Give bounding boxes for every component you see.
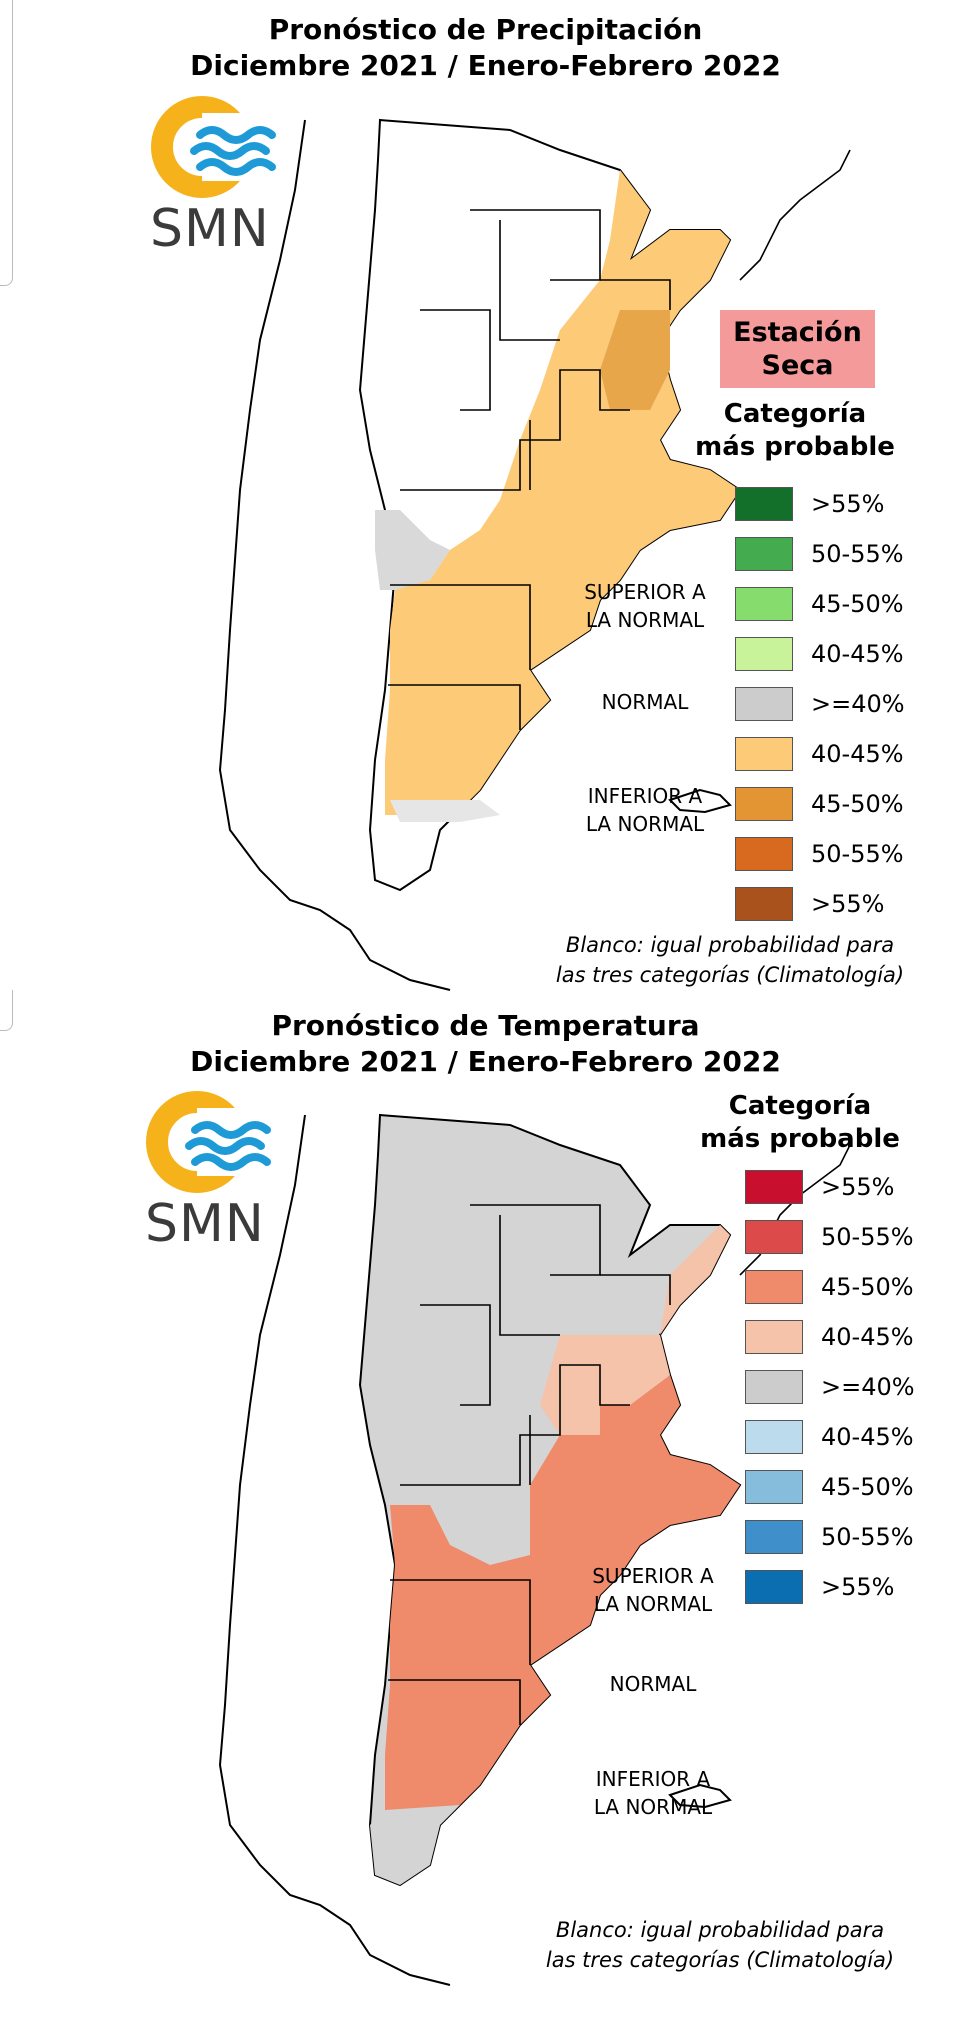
legend-item: 45-50% xyxy=(735,587,955,621)
chile-outline xyxy=(218,119,451,991)
legend-label: 45-50% xyxy=(821,1473,914,1501)
legend-item: >55% xyxy=(735,887,955,921)
precip-footnote-line2: las tres categorías (Climatología) xyxy=(555,963,905,987)
legend-swatch xyxy=(745,1220,803,1254)
legend-label: 40-45% xyxy=(821,1423,914,1451)
legend-swatch xyxy=(735,687,793,721)
legend-swatch xyxy=(745,1570,803,1604)
edge-mark-middle xyxy=(0,990,13,1031)
precipitation-panel: Pronóstico de Precipitación Diciembre 20… xyxy=(0,0,971,1000)
legend-swatch xyxy=(745,1520,803,1554)
legend-label: 45-50% xyxy=(811,790,904,818)
legend-swatch xyxy=(735,787,793,821)
legend-swatch xyxy=(735,487,793,521)
precip-legend: >55% 50-55% 45-50% 40-45% >=40% 40-45% 4… xyxy=(735,487,955,927)
temp-footnote-line1: Blanco: igual probabilidad para xyxy=(555,1918,885,1942)
legend-item: >=40% xyxy=(735,687,955,721)
legend-label: 40-45% xyxy=(811,740,904,768)
malvinas-islands xyxy=(668,788,732,814)
edge-mark-top xyxy=(0,0,13,286)
temp-legend-title: Categoría más probable xyxy=(700,1091,900,1154)
legend-label: 50-55% xyxy=(821,1223,914,1251)
legend-item: 50-55% xyxy=(745,1520,965,1554)
legend-item: 40-45% xyxy=(745,1420,965,1454)
temp-title-line1: Pronóstico de Temperatura xyxy=(271,1009,700,1042)
legend-swatch xyxy=(735,637,793,671)
legend-swatch xyxy=(745,1270,803,1304)
legend-item: 40-45% xyxy=(745,1320,965,1354)
precip-group-lower: INFERIOR A LA NORMAL xyxy=(585,784,705,836)
precip-footnote-line1: Blanco: igual probabilidad para xyxy=(565,933,895,957)
legend-item: 40-45% xyxy=(735,637,955,671)
precip-forecast-map xyxy=(218,118,851,991)
legend-swatch xyxy=(745,1470,803,1504)
temp-legend: >55% 50-55% 45-50% 40-45% >=40% 40-45% 4… xyxy=(745,1170,965,1610)
temperature-panel: Pronóstico de Temperatura Diciembre 2021… xyxy=(0,1000,971,2036)
temp-group-lower: INFERIOR A LA NORMAL xyxy=(593,1767,713,1819)
legend-label: >55% xyxy=(821,1173,895,1201)
temp-title-line2: Diciembre 2021 / Enero-Febrero 2022 xyxy=(190,1045,781,1078)
smn-logo-text: SMN xyxy=(145,1194,265,1254)
legend-swatch xyxy=(745,1420,803,1454)
season-badge: Estación Seca xyxy=(720,310,875,388)
legend-swatch xyxy=(745,1170,803,1204)
temp-forecast-map xyxy=(218,1113,851,1986)
legend-label: 40-45% xyxy=(811,640,904,668)
legend-item: 50-55% xyxy=(745,1220,965,1254)
legend-label: 45-50% xyxy=(821,1273,914,1301)
legend-swatch xyxy=(735,837,793,871)
legend-label: 50-55% xyxy=(811,540,904,568)
neighbor-coast xyxy=(739,149,851,281)
legend-label: 45-50% xyxy=(811,590,904,618)
legend-label: >55% xyxy=(821,1573,895,1601)
precip-title-line2: Diciembre 2021 / Enero-Febrero 2022 xyxy=(190,49,781,82)
legend-item: >55% xyxy=(745,1570,965,1604)
legend-item: 45-50% xyxy=(745,1270,965,1304)
legend-swatch xyxy=(745,1320,803,1354)
malvinas-islands xyxy=(668,1783,732,1809)
legend-swatch xyxy=(735,537,793,571)
legend-item: >55% xyxy=(745,1170,965,1204)
neighbor-coast xyxy=(739,1144,851,1276)
legend-label: >55% xyxy=(811,490,885,518)
legend-item: 45-50% xyxy=(745,1470,965,1504)
precip-group-upper: SUPERIOR A LA NORMAL xyxy=(584,580,706,632)
temp-above-normal-zone xyxy=(385,1365,740,1810)
legend-swatch xyxy=(735,587,793,621)
legend-label: >=40% xyxy=(811,690,905,718)
legend-item: 50-55% xyxy=(735,837,955,871)
temp-group-normal: NORMAL xyxy=(609,1672,697,1696)
smn-logo-text: SMN xyxy=(150,199,270,259)
temp-normal-south xyxy=(370,1805,460,1885)
province-borders xyxy=(388,1204,671,1725)
precip-legend-title: Categoría más probable xyxy=(695,399,895,462)
smn-logo-icon xyxy=(151,96,282,198)
smn-logo-icon xyxy=(146,1091,277,1193)
legend-swatch xyxy=(745,1370,803,1404)
temp-light-zone xyxy=(540,1225,730,1435)
legend-item: 40-45% xyxy=(735,737,955,771)
legend-label: 50-55% xyxy=(811,840,904,868)
precip-stronger-zone xyxy=(600,310,670,410)
legend-label: >=40% xyxy=(821,1373,915,1401)
precip-normal-south xyxy=(390,800,500,822)
temp-group-upper: SUPERIOR A LA NORMAL xyxy=(592,1564,714,1616)
legend-label: 40-45% xyxy=(821,1323,914,1351)
precip-group-normal: NORMAL xyxy=(601,690,689,714)
precip-normal-zone xyxy=(375,510,450,590)
legend-item: 45-50% xyxy=(735,787,955,821)
legend-item: 50-55% xyxy=(735,537,955,571)
smn-logo: SMN xyxy=(145,1090,285,1250)
province-borders xyxy=(388,209,671,730)
smn-logo: SMN xyxy=(150,95,290,255)
legend-item: >=40% xyxy=(745,1370,965,1404)
legend-label: 50-55% xyxy=(821,1523,914,1551)
legend-swatch xyxy=(735,887,793,921)
precip-title-line1: Pronóstico de Precipitación xyxy=(268,13,703,46)
legend-item: >55% xyxy=(735,487,955,521)
chile-outline xyxy=(218,1114,451,1986)
legend-label: >55% xyxy=(811,890,885,918)
temp-footnote-line2: las tres categorías (Climatología) xyxy=(545,1948,895,1972)
legend-swatch xyxy=(735,737,793,771)
